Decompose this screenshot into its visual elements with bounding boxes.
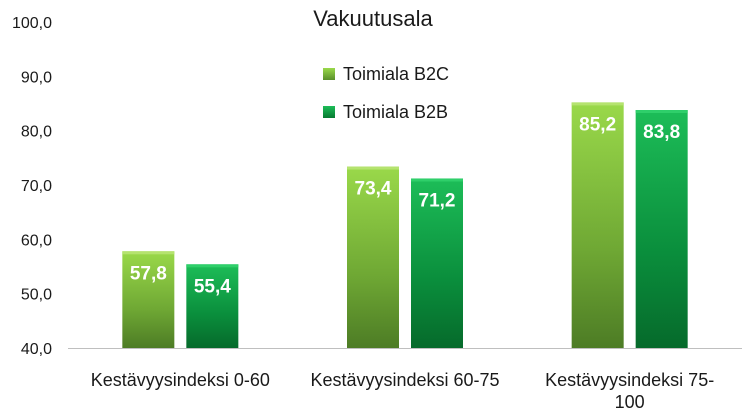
category-label: 100 [615, 392, 645, 412]
data-label: 71,2 [419, 190, 456, 211]
data-label: 55,4 [194, 276, 231, 297]
y-tick-label: 90,0 [21, 69, 52, 86]
data-label: 57,8 [130, 263, 167, 284]
y-tick-label: 80,0 [21, 124, 52, 141]
legend-swatch [323, 106, 335, 118]
bar-top-edge [122, 251, 175, 255]
bar-top-edge [635, 110, 688, 114]
legend-label: Toimiala B2C [343, 64, 449, 84]
bar-b2c-2 [571, 102, 624, 348]
y-tick-label: 50,0 [21, 287, 52, 304]
data-label: 73,4 [355, 179, 392, 200]
chart-title: Vakuutusala [313, 6, 433, 31]
bar-b2c-0 [122, 251, 175, 348]
bar-top-edge [411, 178, 463, 182]
bar-top-edge [347, 166, 399, 170]
data-label: 83,8 [643, 122, 680, 143]
bar-top-edge [186, 264, 239, 268]
category-label: Kestävyysindeksi 0-60 [91, 370, 270, 390]
data-label: 85,2 [579, 114, 616, 135]
bar-b2b-0 [186, 264, 239, 348]
legend-swatch [323, 68, 335, 80]
category-label: Kestävyysindeksi 75- [545, 370, 714, 390]
y-tick-label: 70,0 [21, 178, 52, 195]
bar-b2b-1 [411, 178, 463, 348]
bar-b2b-2 [635, 110, 688, 349]
legend-label: Toimiala B2B [343, 102, 448, 122]
bar-b2c-1 [347, 166, 399, 348]
y-tick-label: 100,0 [12, 15, 52, 32]
y-tick-label: 60,0 [21, 232, 52, 249]
y-tick-label: 40,0 [21, 341, 52, 358]
category-label: Kestävyysindeksi 60-75 [310, 370, 499, 390]
bar-top-edge [571, 102, 624, 106]
